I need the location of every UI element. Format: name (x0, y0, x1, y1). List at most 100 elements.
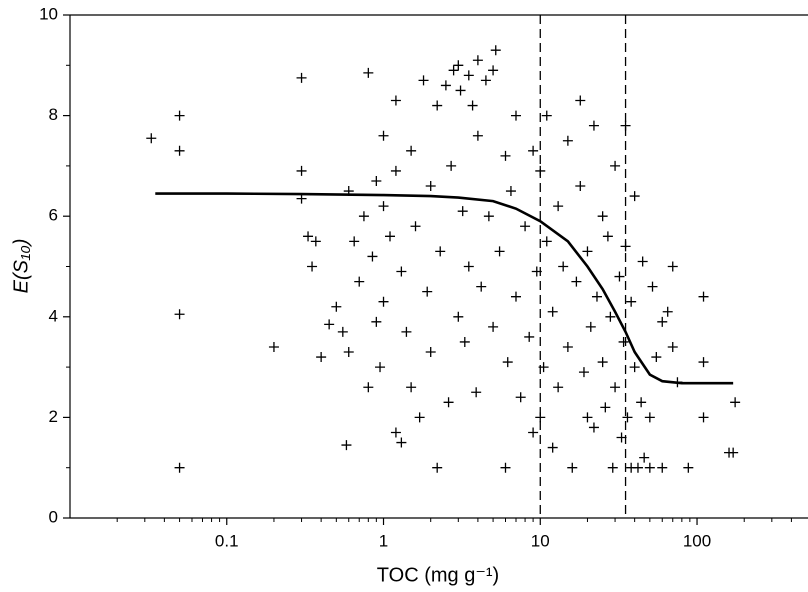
point (174, 462, 185, 473)
point (610, 382, 621, 393)
point (174, 145, 185, 156)
y-tick-label: 10 (39, 4, 58, 23)
point (471, 387, 482, 398)
point (406, 382, 417, 393)
point (354, 276, 365, 287)
point (453, 311, 464, 322)
point (406, 145, 417, 156)
point (296, 165, 307, 176)
point (657, 316, 668, 327)
y-tick-label: 0 (49, 507, 58, 526)
y-tick-label: 2 (49, 407, 58, 426)
point (401, 326, 412, 337)
point (629, 191, 640, 202)
point (520, 221, 531, 232)
point (371, 316, 382, 327)
point (535, 412, 546, 423)
point (553, 201, 564, 212)
point (600, 402, 611, 413)
point (371, 175, 382, 186)
point (341, 440, 352, 451)
point (582, 412, 593, 423)
point (440, 80, 451, 91)
point (502, 357, 513, 368)
point (730, 397, 741, 408)
point (363, 67, 374, 78)
point (571, 276, 582, 287)
point (488, 321, 499, 332)
point (494, 246, 505, 257)
point (558, 261, 569, 272)
point (538, 362, 549, 373)
point (396, 266, 407, 277)
point (375, 362, 386, 373)
point (296, 72, 307, 83)
point (435, 246, 446, 257)
point (480, 75, 491, 86)
point (651, 352, 662, 363)
point (418, 75, 429, 86)
point (636, 397, 647, 408)
point (578, 367, 589, 378)
point (535, 165, 546, 176)
y-tick-label: 8 (49, 105, 58, 124)
point (588, 120, 599, 131)
point (597, 357, 608, 368)
x-tick-label: 10 (531, 531, 550, 550)
point (622, 412, 633, 423)
point (562, 135, 573, 146)
point (455, 85, 466, 96)
point (510, 110, 521, 121)
y-tick-label: 6 (49, 206, 58, 225)
point (698, 291, 709, 302)
point (358, 211, 369, 222)
point (453, 60, 464, 71)
point (575, 95, 586, 106)
point (174, 110, 185, 121)
fit-curve (155, 192, 734, 385)
point (683, 462, 694, 473)
point (698, 412, 709, 423)
point (505, 186, 516, 197)
point (422, 286, 433, 297)
point (432, 462, 443, 473)
point (483, 211, 494, 222)
point (307, 261, 318, 272)
point (414, 412, 425, 423)
point (657, 462, 668, 473)
point (146, 133, 157, 144)
point (343, 347, 354, 358)
point (524, 331, 535, 342)
point (316, 352, 327, 363)
point (639, 452, 650, 463)
point (567, 462, 578, 473)
point (390, 427, 401, 438)
point (588, 422, 599, 433)
point (662, 306, 673, 317)
point (410, 221, 421, 232)
point (562, 341, 573, 352)
x-axis-label: TOC (mg g⁻¹) (377, 564, 499, 586)
point (385, 231, 396, 242)
point (331, 301, 342, 312)
point (515, 392, 526, 403)
point (443, 397, 454, 408)
point (618, 336, 629, 347)
point (647, 281, 658, 292)
point (476, 281, 487, 292)
point (459, 336, 470, 347)
point (547, 442, 558, 453)
point (528, 145, 539, 156)
point (582, 246, 593, 257)
point (396, 437, 407, 448)
point (303, 231, 314, 242)
point (629, 362, 640, 373)
point (378, 201, 389, 212)
point (626, 296, 637, 307)
point (607, 462, 618, 473)
point (585, 321, 596, 332)
point (620, 120, 631, 131)
point (463, 261, 474, 272)
y-tick-label: 4 (49, 306, 58, 325)
point (463, 70, 474, 81)
